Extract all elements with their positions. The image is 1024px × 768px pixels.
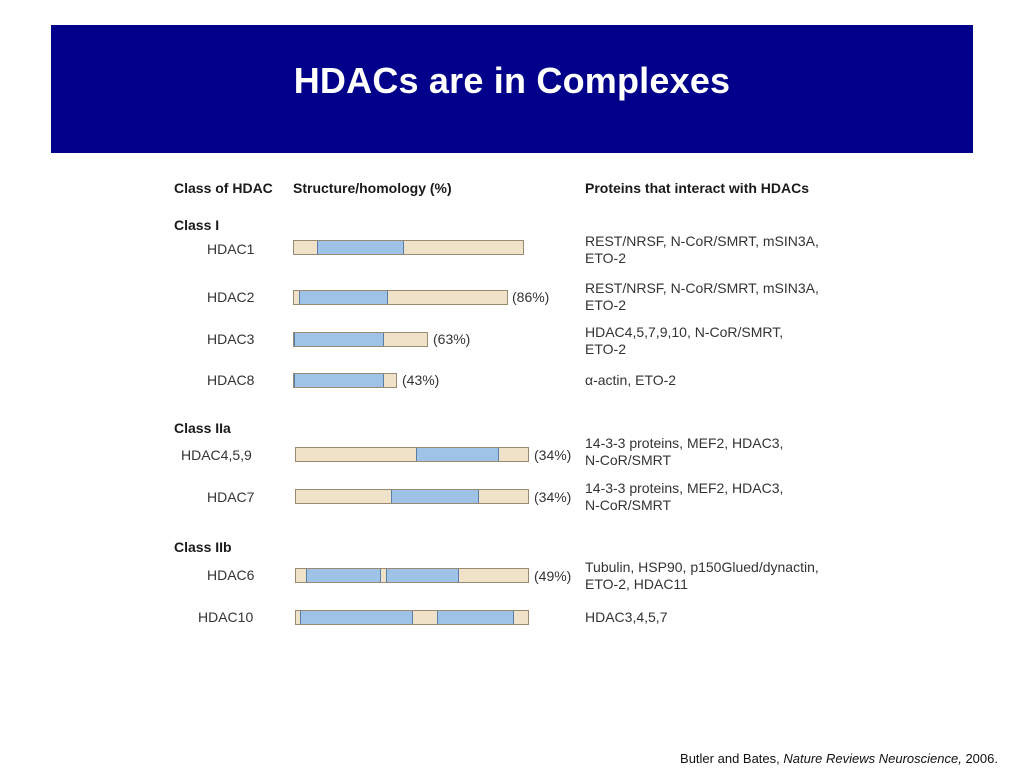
interacting-proteins: 14-3-3 proteins, MEF2, HDAC3, N-CoR/SMRT — [585, 480, 784, 513]
hdac-name: HDAC3 — [207, 331, 255, 347]
structure-bar — [293, 240, 524, 255]
hdac-name: HDAC2 — [207, 289, 255, 305]
citation: Butler and Bates, Nature Reviews Neurosc… — [680, 751, 998, 766]
hdac-name: HDAC8 — [207, 372, 255, 388]
deacetylase-domain — [416, 448, 499, 461]
citation-year: 2006. — [961, 751, 998, 766]
homology-percent: (34%) — [534, 489, 572, 505]
interacting-proteins: REST/NRSF, N-CoR/SMRT, mSIN3A, ETO-2 — [585, 233, 819, 266]
interacting-proteins: Tubulin, HSP90, p150Glued/dynactin, ETO-2… — [585, 559, 819, 592]
structure-bar — [293, 332, 428, 347]
header-class: Class of HDAC — [174, 180, 273, 196]
homology-percent: (86%) — [512, 289, 550, 305]
citation-journal: Nature Reviews Neuroscience, — [783, 751, 962, 766]
interacting-proteins: α-actin, ETO-2 — [585, 372, 677, 388]
homology-percent: (63%) — [433, 331, 471, 347]
class-label: Class IIb — [174, 539, 232, 555]
homology-percent: (49%) — [534, 568, 572, 584]
structure-bar — [293, 290, 508, 305]
deacetylase-domain — [306, 569, 381, 582]
hdac-name: HDAC10 — [198, 609, 254, 625]
class-label: Class IIa — [174, 420, 231, 436]
deacetylase-domain — [391, 490, 479, 503]
hdac-name: HDAC1 — [207, 241, 255, 257]
deacetylase-domain — [299, 291, 388, 304]
title-banner — [51, 25, 973, 153]
citation-authors: Butler and Bates, — [680, 751, 784, 766]
header-structure: Structure/homology (%) — [293, 180, 452, 196]
interacting-proteins: REST/NRSF, N-CoR/SMRT, mSIN3A, ETO-2 — [585, 280, 819, 313]
deacetylase-domain — [437, 611, 514, 624]
slide-title: HDACs are in Complexes — [293, 60, 731, 101]
structure-bar — [293, 373, 397, 388]
homology-percent: (43%) — [402, 372, 440, 388]
structure-bar — [295, 568, 529, 583]
structure-bar — [295, 489, 529, 504]
interacting-proteins: HDAC4,5,7,9,10, N-CoR/SMRT, ETO-2 — [585, 324, 784, 357]
structure-bar — [295, 610, 529, 625]
deacetylase-domain — [386, 569, 459, 582]
interacting-proteins: 14-3-3 proteins, MEF2, HDAC3, N-CoR/SMRT — [585, 435, 784, 468]
homology-percent: (34%) — [534, 447, 572, 463]
structure-bar — [295, 447, 529, 462]
hdac-name: HDAC7 — [207, 489, 255, 505]
deacetylase-domain — [317, 241, 404, 254]
hdac-name: HDAC4,5,9 — [181, 447, 252, 463]
class-label: Class I — [174, 217, 220, 233]
header-proteins: Proteins that interact with HDACs — [585, 180, 810, 196]
interacting-proteins: HDAC3,4,5,7 — [585, 609, 668, 625]
hdac-name: HDAC6 — [207, 567, 255, 583]
deacetylase-domain — [294, 333, 384, 346]
deacetylase-domain — [294, 374, 384, 387]
deacetylase-domain — [300, 611, 413, 624]
